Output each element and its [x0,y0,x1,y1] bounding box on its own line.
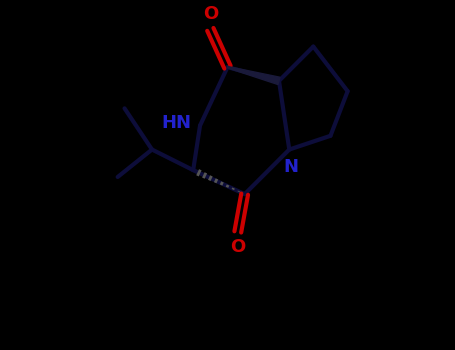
Polygon shape [228,66,280,85]
Text: O: O [230,238,245,256]
Text: HN: HN [162,114,192,132]
Text: O: O [203,5,218,23]
Text: N: N [283,158,298,176]
